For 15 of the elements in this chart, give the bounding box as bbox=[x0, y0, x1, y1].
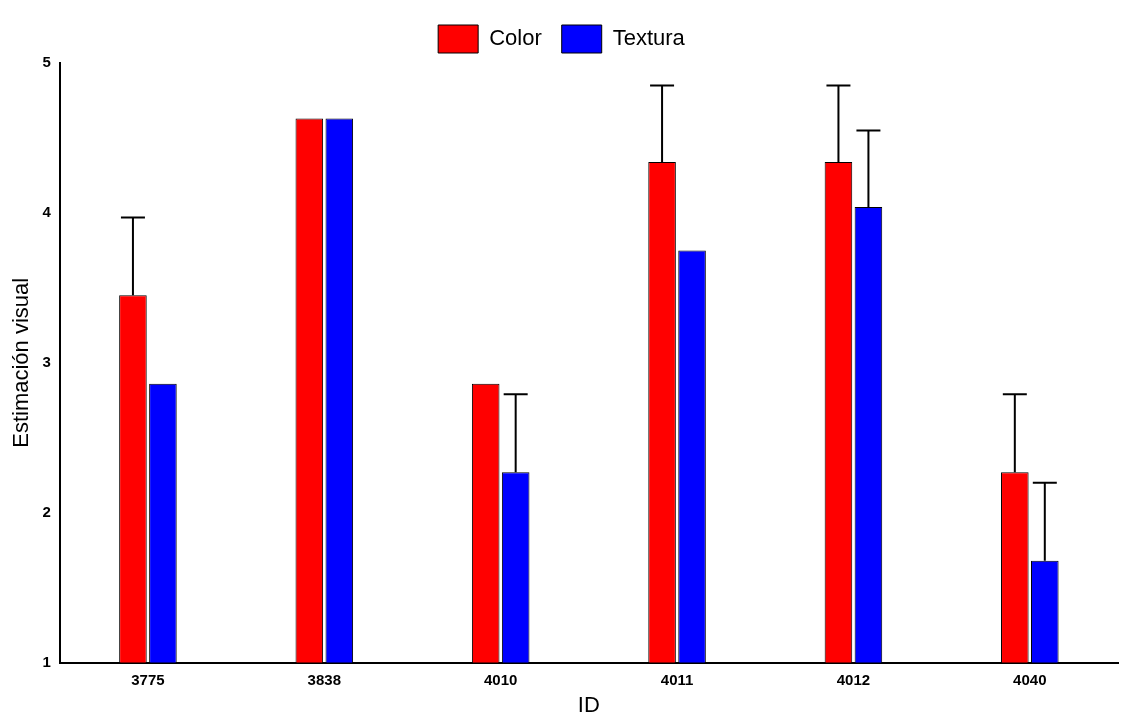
y-tick-label: 3 bbox=[42, 352, 51, 370]
x-tick-label: 4012 bbox=[836, 670, 871, 688]
x-tick-label: 3838 bbox=[307, 670, 341, 688]
x-tick-label: 4010 bbox=[484, 670, 518, 688]
x-axis-title: ID bbox=[577, 691, 600, 717]
legend-label: Color bbox=[489, 25, 542, 51]
y-tick-label: 5 bbox=[42, 53, 51, 71]
x-tick-label: 3775 bbox=[131, 670, 165, 688]
x-tick-label: 4011 bbox=[660, 670, 694, 688]
x-tick-label: 4040 bbox=[1013, 670, 1047, 688]
legend-label: Textura bbox=[612, 25, 686, 51]
y-tick-label: 4 bbox=[42, 203, 52, 221]
y-axis-title: Estimación visual bbox=[8, 277, 34, 448]
y-tick-label: 1 bbox=[42, 652, 51, 670]
y-tick-label: 2 bbox=[42, 502, 51, 520]
